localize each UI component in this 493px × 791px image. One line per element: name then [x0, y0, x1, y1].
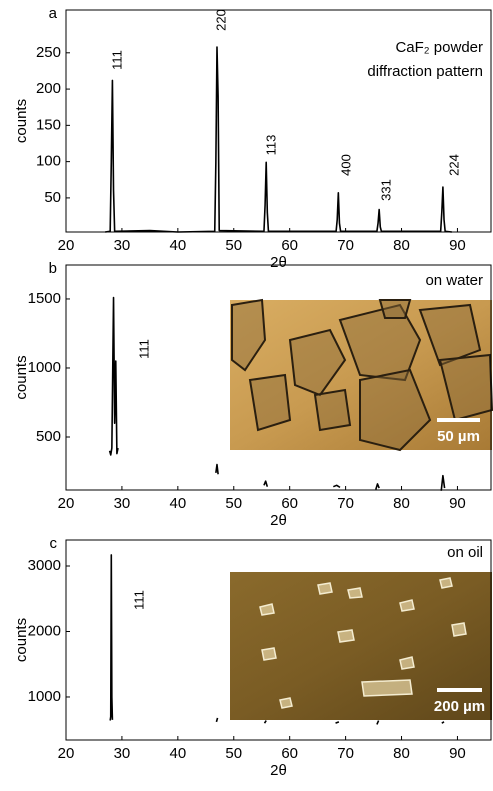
x-tick-label: 80 [393, 495, 410, 512]
y-tick-label: 150 [36, 116, 61, 133]
data-line [376, 720, 380, 725]
y-axis-label: counts [13, 618, 30, 662]
y-tick-label: 1000 [28, 688, 61, 705]
panel-letter: b [49, 260, 57, 277]
x-axis-label: 2θ [270, 512, 287, 529]
x-axis-label: 2θ [270, 254, 287, 271]
data-line [332, 484, 341, 489]
x-tick-label: 20 [58, 237, 75, 254]
inset-label: on water [425, 272, 483, 289]
x-axis-label: 2θ [270, 762, 287, 779]
x-tick-label: 70 [337, 237, 354, 254]
y-axis-label: counts [13, 99, 30, 143]
peak-label: 400 [338, 154, 353, 176]
x-tick-label: 90 [449, 745, 466, 762]
y-tick-label: 50 [44, 189, 61, 206]
y-tick-label: 100 [36, 153, 61, 170]
x-tick-label: 60 [281, 495, 298, 512]
data-line [109, 554, 114, 721]
y-tick-label: 1500 [28, 290, 61, 307]
x-tick-label: 50 [225, 745, 242, 762]
y-tick-label: 3000 [28, 557, 61, 574]
data-line [263, 720, 267, 724]
x-tick-label: 40 [169, 237, 186, 254]
x-tick-label: 20 [58, 745, 75, 762]
x-tick-label: 70 [337, 745, 354, 762]
y-tick-label: 250 [36, 44, 61, 61]
x-tick-label: 30 [114, 237, 131, 254]
data-line [105, 46, 452, 233]
scale-bar-label: 200 µm [434, 698, 485, 715]
data-line [263, 480, 269, 487]
x-tick-label: 30 [114, 745, 131, 762]
x-tick-label: 60 [281, 745, 298, 762]
panel-letter: c [50, 535, 58, 552]
y-axis-label: counts [13, 355, 30, 399]
inset-image-water [230, 298, 493, 452]
data-line [215, 717, 219, 723]
y-tick-label: 200 [36, 80, 61, 97]
x-tick-label: 40 [169, 745, 186, 762]
scale-bar-label: 50 µm [437, 428, 480, 445]
x-tick-label: 90 [449, 237, 466, 254]
x-tick-label: 70 [337, 495, 354, 512]
x-tick-label: 20 [58, 495, 75, 512]
peak-label: 224 [446, 154, 461, 176]
x-tick-label: 50 [225, 237, 242, 254]
panel-letter: a [49, 5, 58, 22]
peak-label: 220 [213, 9, 228, 31]
axes-frame [65, 539, 492, 741]
peak-label: 111 [136, 339, 151, 359]
inset-image-oil [230, 572, 492, 720]
data-line [375, 483, 380, 490]
data-line [215, 463, 219, 475]
y-tick-label: 1000 [28, 359, 61, 376]
y-tick-label: 500 [36, 428, 61, 445]
peak-label: 111 [131, 590, 146, 610]
data-line [108, 296, 119, 456]
peak-label: 331 [378, 179, 393, 201]
x-tick-label: 80 [393, 745, 410, 762]
x-tick-label: 50 [225, 495, 242, 512]
data-line [441, 721, 445, 724]
x-tick-label: 30 [114, 495, 131, 512]
x-tick-label: 60 [281, 237, 298, 254]
data-line [440, 474, 446, 491]
x-tick-label: 90 [449, 495, 466, 512]
inset-label: on oil [447, 544, 483, 561]
chart-subtitle: diffraction pattern [367, 63, 483, 80]
x-tick-label: 40 [169, 495, 186, 512]
axes-frame [65, 264, 492, 491]
peak-label: 111 [109, 50, 124, 70]
y-tick-label: 2000 [28, 622, 61, 639]
x-tick-label: 80 [393, 237, 410, 254]
data-line [335, 721, 340, 724]
chart-title: CaF₂ powder [395, 39, 483, 56]
peak-label: 113 [263, 135, 278, 156]
